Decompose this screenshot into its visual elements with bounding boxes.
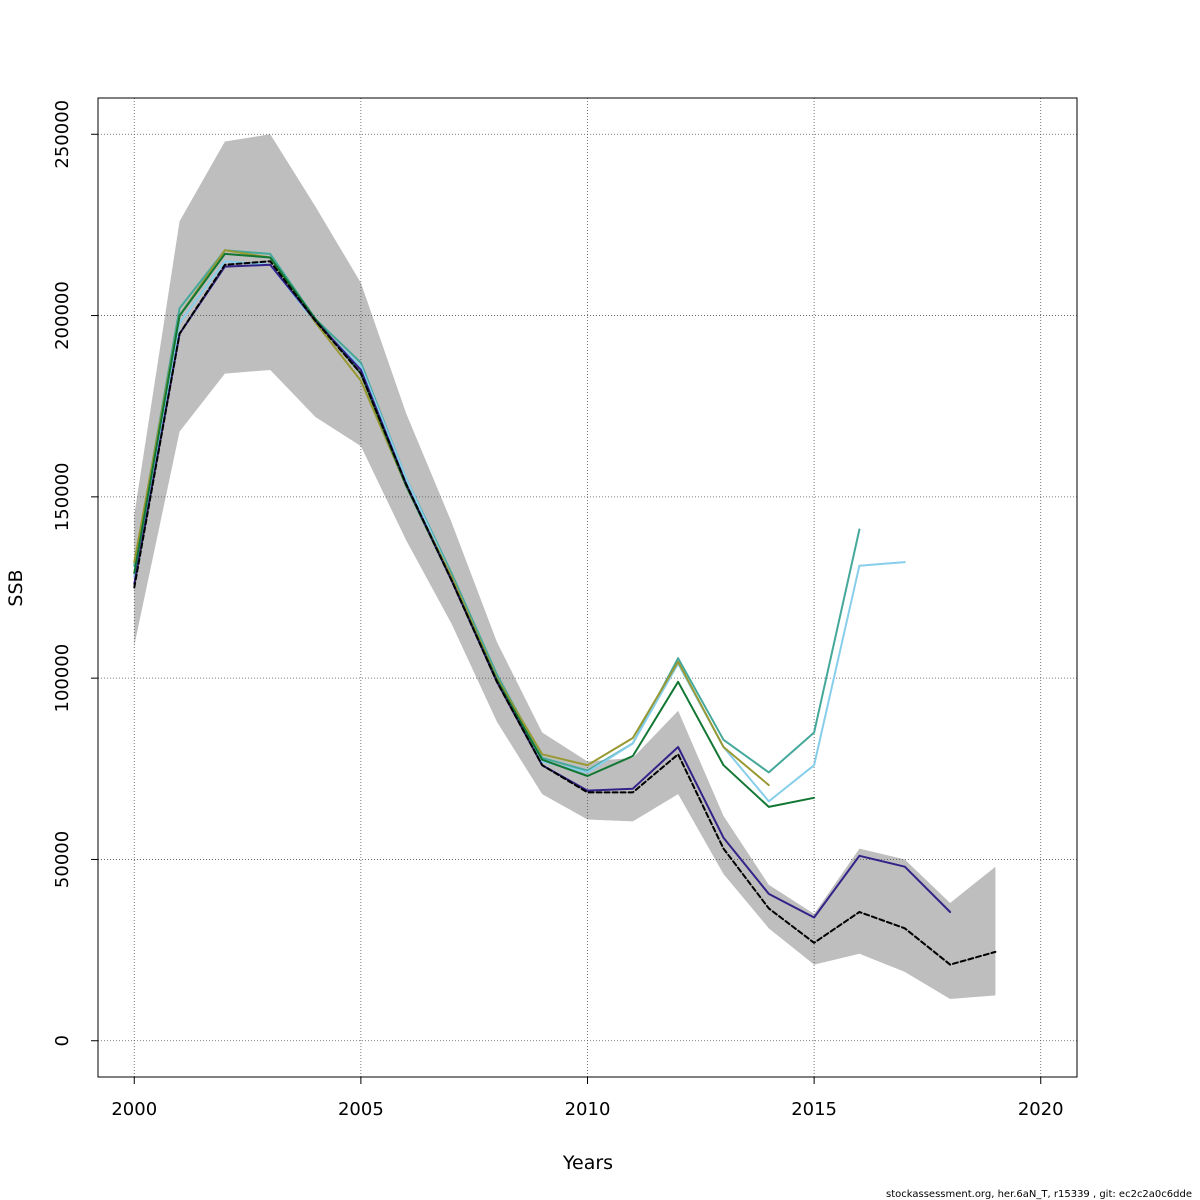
y-tick-label: 50000: [52, 831, 73, 888]
x-tick-label: 2020: [1018, 1099, 1064, 1120]
series-layer: [133, 249, 997, 966]
x-tick-label: 2000: [111, 1099, 157, 1120]
footer-note: stockassessment.org, her.6aN_T, r15339 ,…: [886, 1189, 1192, 1200]
x-axis-title: Years: [562, 1152, 613, 1174]
y-tick-label: 200000: [52, 281, 73, 350]
y-tick-label: 150000: [52, 462, 73, 531]
axis-layer: 2000 2005 2010 2015 2020 0 50000 100000 150000 20…: [52, 100, 1064, 1120]
x-tick-label: 2010: [565, 1099, 611, 1120]
x-tick-label: 2015: [791, 1099, 837, 1120]
series-line-3: [133, 249, 770, 787]
y-tick-label: 100000: [52, 644, 73, 713]
x-tick-label: 2005: [338, 1099, 384, 1120]
series-line-1: [133, 249, 861, 774]
series-line-6: [133, 260, 997, 966]
y-axis-title: SSB: [5, 569, 27, 606]
y-tick-label: 250000: [52, 100, 73, 169]
y-tick-label: 0: [52, 1035, 73, 1046]
